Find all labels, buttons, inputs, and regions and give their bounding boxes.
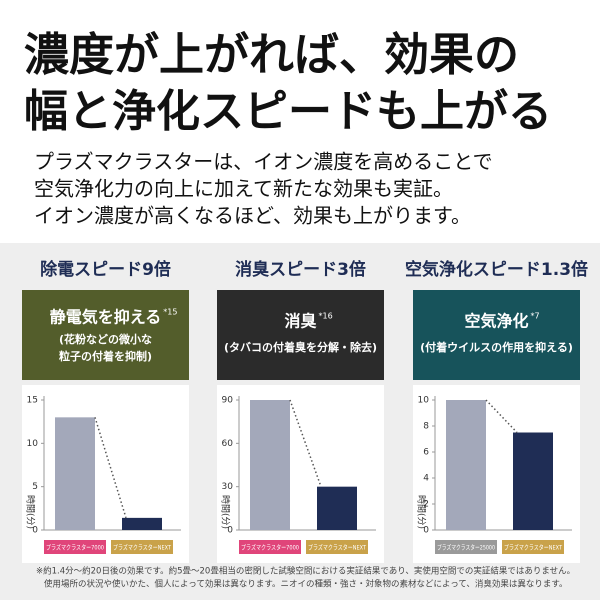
image-subcaption: (タバコの付着臭を分解・除去) (224, 340, 377, 354)
description-line: イオン濃度が高くなるほど、効果も上がります。 (34, 204, 471, 228)
y-tick-label: 15 (27, 396, 38, 406)
category-badge (44, 540, 106, 554)
chart-title: 消臭スピード3倍 (235, 259, 366, 280)
image-note: *15 (163, 308, 177, 317)
image-panel (413, 290, 580, 380)
title-line: 幅と浄化スピードも上がる (24, 86, 552, 137)
description-line: 空気浄化力の向上に加えて新たな効果も実証。 (34, 177, 453, 201)
bar (446, 400, 486, 530)
category-badge (239, 540, 301, 554)
x-tick-label: プラズマクラスター7000 (46, 543, 104, 552)
y-tick-label: 10 (27, 439, 39, 449)
image-panel (217, 290, 384, 380)
chart-title: 空気浄化スピード1.3倍 (405, 259, 588, 280)
bar (122, 517, 162, 530)
image-note: *16 (319, 312, 333, 321)
y-tick-label: 6 (423, 448, 429, 458)
bar (55, 417, 95, 530)
x-tick-label: プラズマクラスターNEXT (504, 543, 562, 552)
x-tick-label: プラズマクラスター25000 (437, 543, 495, 552)
image-note: *7 (531, 312, 540, 321)
y-tick-label: 30 (222, 482, 234, 492)
connector (485, 399, 518, 434)
y-tick-label: 0 (227, 526, 233, 536)
y-tick-label: 4 (423, 474, 429, 484)
y-tick-label: 10 (418, 396, 430, 406)
footnote-line: ※約1.4分〜約20日後の効果です。約5畳〜20畳相当の密閉した試験空間における… (36, 566, 575, 577)
y-tick-label: 0 (423, 526, 429, 536)
image-panel (22, 290, 189, 380)
category-badge (435, 540, 497, 554)
image-shade (217, 290, 384, 380)
bar (317, 486, 357, 530)
y-tick-label: 2 (423, 500, 429, 510)
bar (513, 432, 553, 530)
bar (250, 400, 290, 530)
y-axis-label: 時間(分) (25, 495, 36, 529)
y-axis-label: 時間(分) (416, 495, 427, 529)
y-axis-label: 時間(分) (220, 495, 231, 529)
category-badge (111, 540, 173, 554)
image-subcaption: (付着ウイルスの作用を抑える) (420, 340, 573, 354)
y-tick-label: 0 (32, 526, 38, 536)
x-tick-label: プラズマクラスターNEXT (308, 543, 366, 552)
x-tick-label: プラズマクラスターNEXT (113, 543, 171, 552)
footnote-line: 使用場所の状況や使いかた、個人によって効果は異なります。ニオイの種類・強さ・対象… (44, 579, 568, 590)
category-badge (306, 540, 368, 554)
category-badge (502, 540, 564, 554)
plot-panel (217, 385, 384, 563)
y-tick-label: 90 (222, 396, 234, 406)
y-tick-label: 8 (423, 422, 429, 432)
connector (289, 399, 322, 487)
image-caption: 静電気を抑える (50, 308, 162, 327)
image-caption: 消臭 (284, 312, 316, 331)
y-tick-label: 5 (32, 482, 38, 492)
y-tick-label: 60 (222, 439, 234, 449)
chart-title: 除電スピード9倍 (40, 259, 171, 280)
plot-panel (413, 385, 580, 563)
connector (94, 417, 127, 519)
description-line: プラズマクラスターは、イオン濃度を高めることで (34, 150, 493, 174)
plot-panel (22, 385, 189, 563)
image-subcaption: (花粉などの微小な (59, 332, 152, 346)
x-tick-label: プラズマクラスター7000 (241, 543, 299, 552)
image-caption: 空気浄化 (464, 312, 528, 331)
image-shade (413, 290, 580, 380)
title-line: 濃度が上がれば、効果の (24, 28, 519, 81)
image-subcaption: 粒子の付着を抑制) (59, 349, 152, 363)
image-shade (22, 290, 189, 380)
